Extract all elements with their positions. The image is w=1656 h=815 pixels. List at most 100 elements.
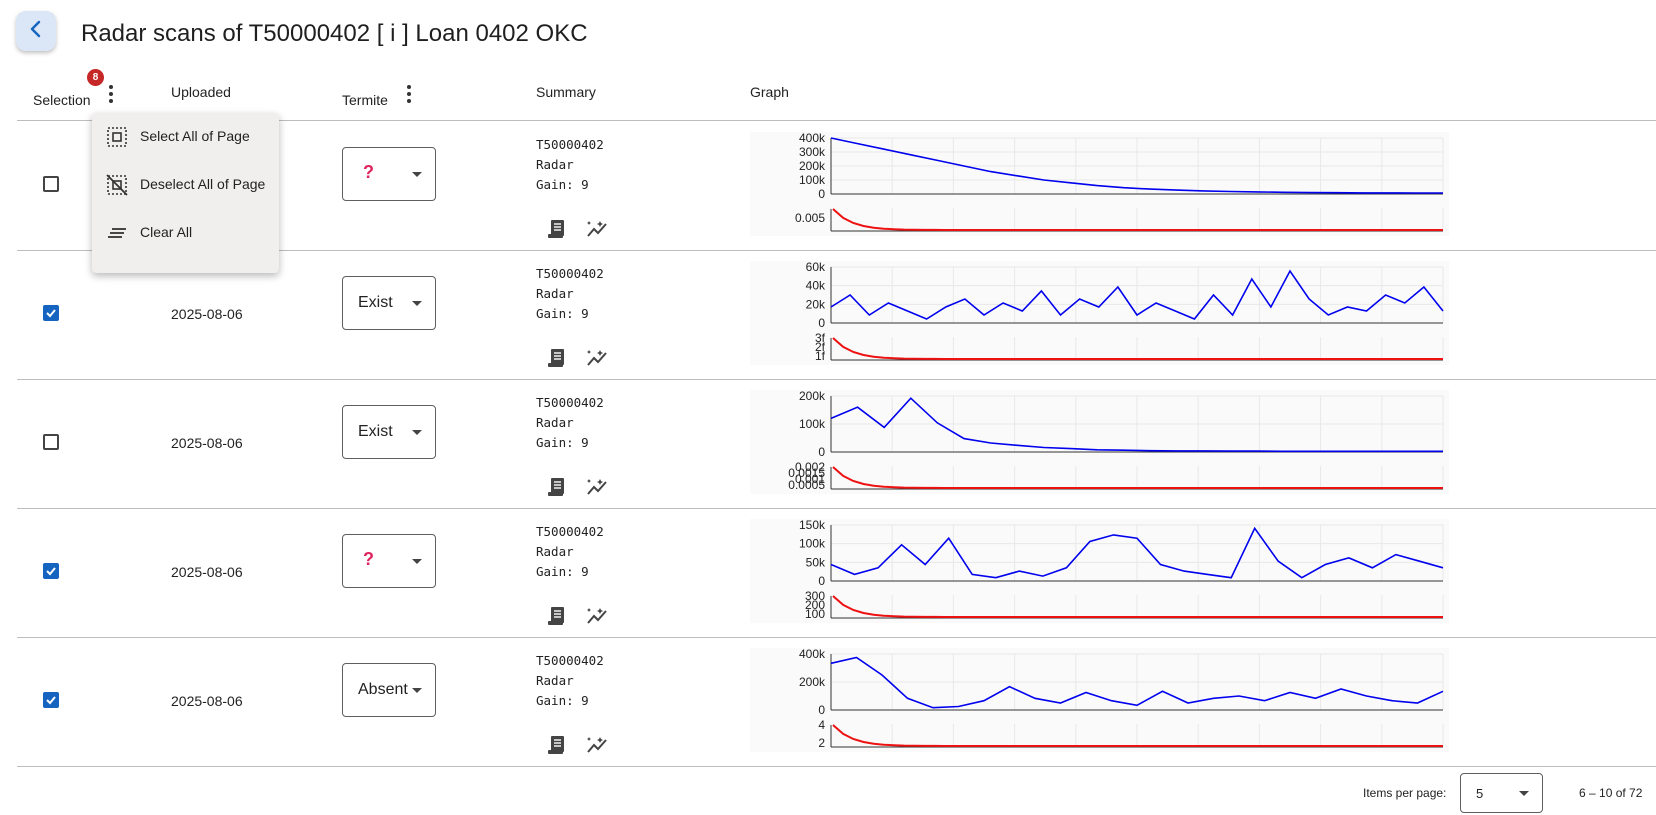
select-all-icon	[105, 125, 129, 149]
selection-count-badge: 8	[87, 69, 104, 86]
decay-series-line	[832, 724, 1443, 747]
analyze-icon[interactable]	[585, 733, 609, 757]
items-per-page-select[interactable]: 5	[1460, 773, 1543, 813]
table-row: 2025-08-06 Exist T50000402 Radar Gain: 9 60k 4…	[0, 250, 1656, 379]
summary-id: T50000402	[536, 653, 604, 668]
y-tick-label: 400k	[799, 132, 826, 145]
report-icon[interactable]	[545, 217, 569, 241]
summary-id: T50000402	[536, 266, 604, 281]
check-icon	[46, 567, 56, 576]
items-per-page-label: Items per page:	[1363, 786, 1447, 800]
scan-summary: T50000402 Radar Gain: 9	[536, 393, 604, 453]
y-tick-label: 60k	[806, 261, 826, 274]
summary-type: Radar	[536, 673, 574, 688]
summary-id: T50000402	[536, 395, 604, 410]
lower-y-tick-label: 100	[805, 607, 825, 621]
y-tick-label: 50k	[806, 555, 826, 569]
menu-item-label: Select All of Page	[140, 128, 250, 144]
divider	[17, 120, 1656, 121]
summary-type: Radar	[536, 415, 574, 430]
lower-y-tick-label: 0.002	[795, 460, 825, 474]
page-title: Radar scans of T50000402 [ i ] Loan 0402…	[81, 20, 588, 47]
column-header-selection: Selection	[33, 92, 91, 108]
chart-background	[750, 648, 1449, 752]
uploaded-date: 2025-08-06	[171, 564, 243, 580]
y-tick-label: 300k	[799, 145, 826, 159]
scan-graph: 200k 100k 0 0.002 0.0015 0.001 0.0005	[750, 389, 1449, 494]
deselect-all-icon	[105, 173, 129, 197]
lower-y-tick-label: 200	[805, 598, 825, 612]
row-checkbox[interactable]	[43, 305, 59, 321]
analyze-icon[interactable]	[585, 604, 609, 628]
y-tick-label: 0	[818, 187, 825, 201]
divider	[17, 508, 1656, 509]
items-per-page-value: 5	[1476, 786, 1484, 801]
decay-series-line	[832, 466, 1443, 489]
summary-type: Radar	[536, 544, 574, 559]
back-button[interactable]	[16, 11, 56, 51]
radar-chart: 400k 200k 04 2	[750, 647, 1449, 752]
y-tick-label: 40k	[806, 279, 826, 293]
y-tick-label: 20k	[806, 297, 826, 311]
report-icon[interactable]	[545, 475, 569, 499]
report-icon[interactable]	[545, 346, 569, 370]
chart-background	[750, 390, 1449, 494]
radar-series-line	[830, 269, 1444, 320]
termite-select[interactable]: ?	[342, 534, 436, 588]
clear-all-icon	[105, 221, 129, 245]
menu-item-label: Deselect All of Page	[140, 176, 266, 192]
termite-select[interactable]: Absent	[342, 663, 436, 717]
summary-gain: Gain: 9	[536, 693, 589, 708]
column-header-summary: Summary	[536, 84, 596, 100]
chevron-left-icon	[26, 19, 46, 44]
menu-item-select-all[interactable]: Select All of Page	[92, 113, 279, 161]
uploaded-date: 2025-08-06	[171, 693, 243, 709]
y-tick-label: 400k	[799, 648, 826, 661]
report-icon[interactable]	[545, 604, 569, 628]
summary-type: Radar	[536, 157, 574, 172]
analyze-icon[interactable]	[585, 475, 609, 499]
y-tick-label: 100k	[799, 537, 826, 551]
lower-y-tick-label: 3f	[815, 331, 826, 345]
lower-y-tick-label: 1f	[815, 349, 826, 363]
scan-summary: T50000402 Radar Gain: 9	[536, 264, 604, 324]
row-checkbox[interactable]	[43, 563, 59, 579]
row-checkbox[interactable]	[43, 176, 59, 192]
lower-y-tick-label: 2f	[815, 340, 826, 354]
y-tick-label: 0	[818, 703, 825, 717]
y-tick-label: 100k	[799, 417, 826, 431]
menu-item-clear-all[interactable]: Clear All	[92, 209, 279, 257]
scan-summary: T50000402 Radar Gain: 9	[536, 651, 604, 711]
divider	[17, 379, 1656, 380]
question-mark-icon: ?	[363, 162, 374, 182]
decay-series-line	[832, 208, 1443, 231]
question-mark-icon: ?	[363, 549, 374, 569]
table-row: ? T50000402 Radar Gain: 9 400k 300k 200k 100k 0 0…	[0, 121, 1656, 250]
analyze-icon[interactable]	[585, 346, 609, 370]
caret-down-icon	[1519, 791, 1529, 796]
table-row: 2025-08-06 Absent T50000402 Radar Gain: 9 400…	[0, 637, 1656, 766]
y-tick-label: 100k	[799, 173, 826, 187]
caret-down-icon	[412, 559, 422, 564]
termite-value: Exist	[358, 423, 393, 440]
summary-gain: Gain: 9	[536, 177, 589, 192]
decay-series-line	[832, 595, 1443, 618]
termite-select[interactable]: Exist	[342, 405, 436, 459]
analyze-icon[interactable]	[585, 217, 609, 241]
scan-graph: 150k 100k 50k 0 300 200 100	[750, 518, 1449, 623]
row-checkbox[interactable]	[43, 434, 59, 450]
y-tick-label: 0	[818, 574, 825, 588]
termite-menu-icon[interactable]	[399, 82, 419, 106]
row-checkbox[interactable]	[43, 692, 59, 708]
menu-item-deselect-all[interactable]: Deselect All of Page	[92, 161, 279, 209]
report-icon[interactable]	[545, 733, 569, 757]
termite-select[interactable]: Exist	[342, 276, 436, 330]
lower-y-tick-label: 4	[818, 718, 825, 732]
check-icon	[46, 309, 56, 318]
selection-menu: Select All of Page Deselect All of Page …	[92, 113, 279, 273]
selection-menu-icon[interactable]	[101, 82, 121, 106]
termite-select[interactable]: ?	[342, 147, 436, 201]
